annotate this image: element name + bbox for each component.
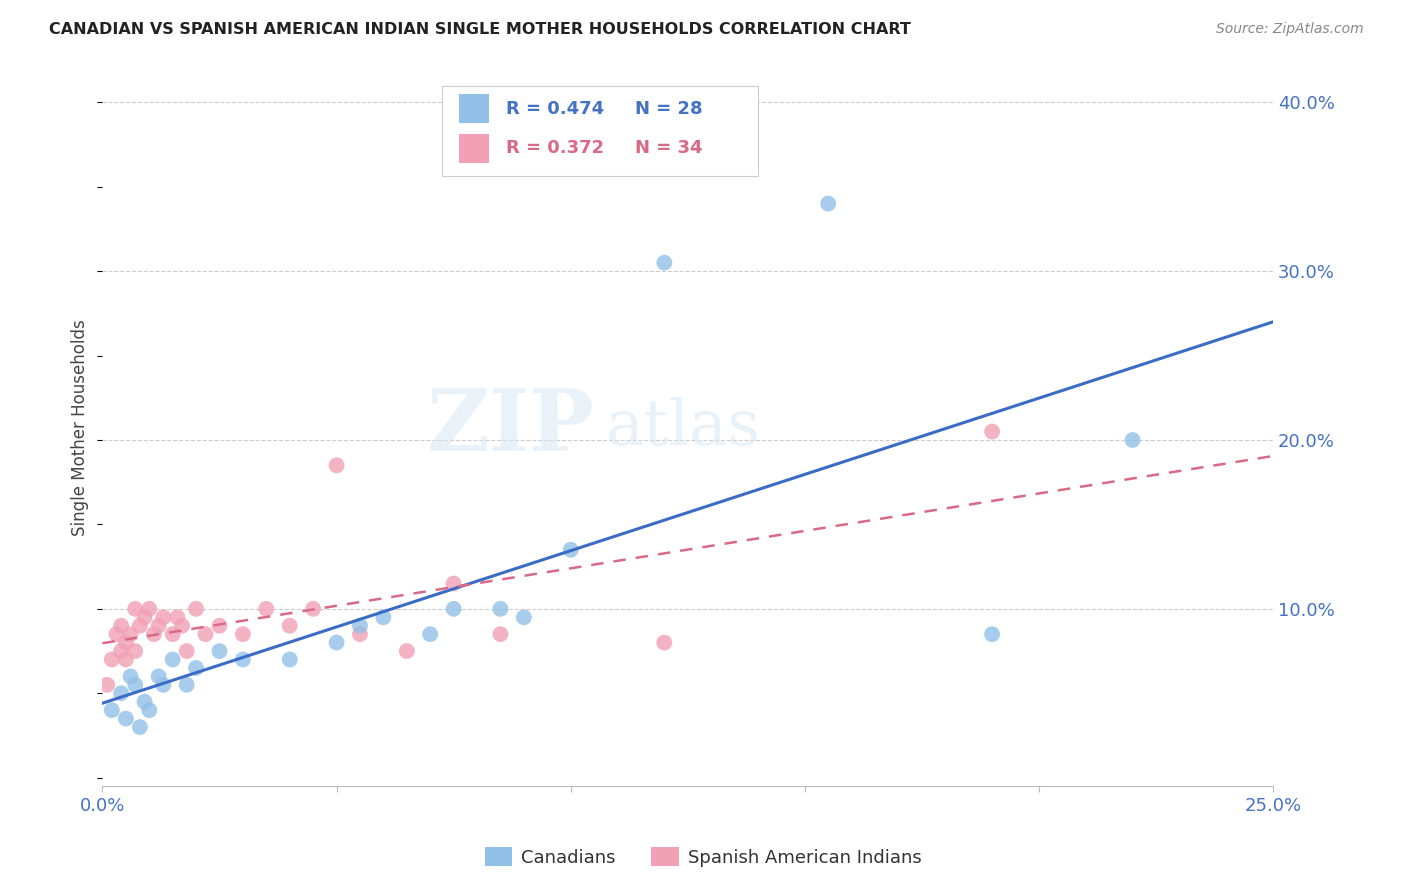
Point [560,542,582,557]
Point [115,635,138,649]
Point [166,610,188,624]
Point [443,576,465,591]
Point [105,627,128,641]
Point [124,644,146,658]
Point [489,627,512,641]
Point [176,678,198,692]
Text: atlas: atlas [606,397,761,458]
Text: R = 0.372: R = 0.372 [506,139,605,157]
Point [254,602,277,616]
Point [148,669,170,683]
FancyBboxPatch shape [441,87,758,176]
Legend: Canadians, Spanish American Indians: Canadians, Spanish American Indians [478,840,928,874]
Point [96,678,118,692]
Point [128,720,150,734]
Point [513,610,536,624]
Point [278,652,301,666]
Y-axis label: Single Mother Households: Single Mother Households [72,319,89,536]
Point [349,618,371,632]
Point [128,618,150,632]
Point [232,652,254,666]
Point [489,602,512,616]
FancyBboxPatch shape [460,95,489,123]
Point [170,618,193,632]
Point [110,618,132,632]
Point [325,458,347,473]
Point [325,635,347,649]
Point [443,602,465,616]
Text: R = 0.474: R = 0.474 [506,100,605,118]
Point [138,602,160,616]
Point [194,627,217,641]
Point [110,644,132,658]
Point [184,661,207,675]
Point [302,602,325,616]
Point [1122,433,1144,447]
Point [162,652,184,666]
Text: CANADIAN VS SPANISH AMERICAN INDIAN SINGLE MOTHER HOUSEHOLDS CORRELATION CHART: CANADIAN VS SPANISH AMERICAN INDIAN SING… [49,22,911,37]
Text: ZIP: ZIP [426,385,595,469]
Point [817,196,839,211]
Point [349,627,371,641]
Point [148,618,170,632]
FancyBboxPatch shape [460,134,489,162]
Point [142,627,165,641]
Point [373,610,395,624]
Point [652,635,675,649]
Point [134,610,156,624]
Point [208,644,231,658]
Point [120,627,142,641]
Point [152,678,174,692]
Point [110,686,132,700]
Point [124,678,146,692]
Point [120,669,142,683]
Point [162,627,184,641]
Point [124,602,146,616]
Text: Source: ZipAtlas.com: Source: ZipAtlas.com [1216,22,1364,37]
Point [232,627,254,641]
Point [395,644,418,658]
Point [278,618,301,632]
Point [152,610,174,624]
Point [652,256,675,270]
Point [419,627,441,641]
Point [981,425,1004,439]
Point [176,644,198,658]
Point [981,627,1004,641]
Point [101,652,124,666]
Point [115,712,138,726]
Text: N = 28: N = 28 [636,100,703,118]
Point [115,652,138,666]
Point [208,618,231,632]
Point [138,703,160,717]
Point [184,602,207,616]
Text: N = 34: N = 34 [636,139,703,157]
Point [134,695,156,709]
Point [101,703,124,717]
